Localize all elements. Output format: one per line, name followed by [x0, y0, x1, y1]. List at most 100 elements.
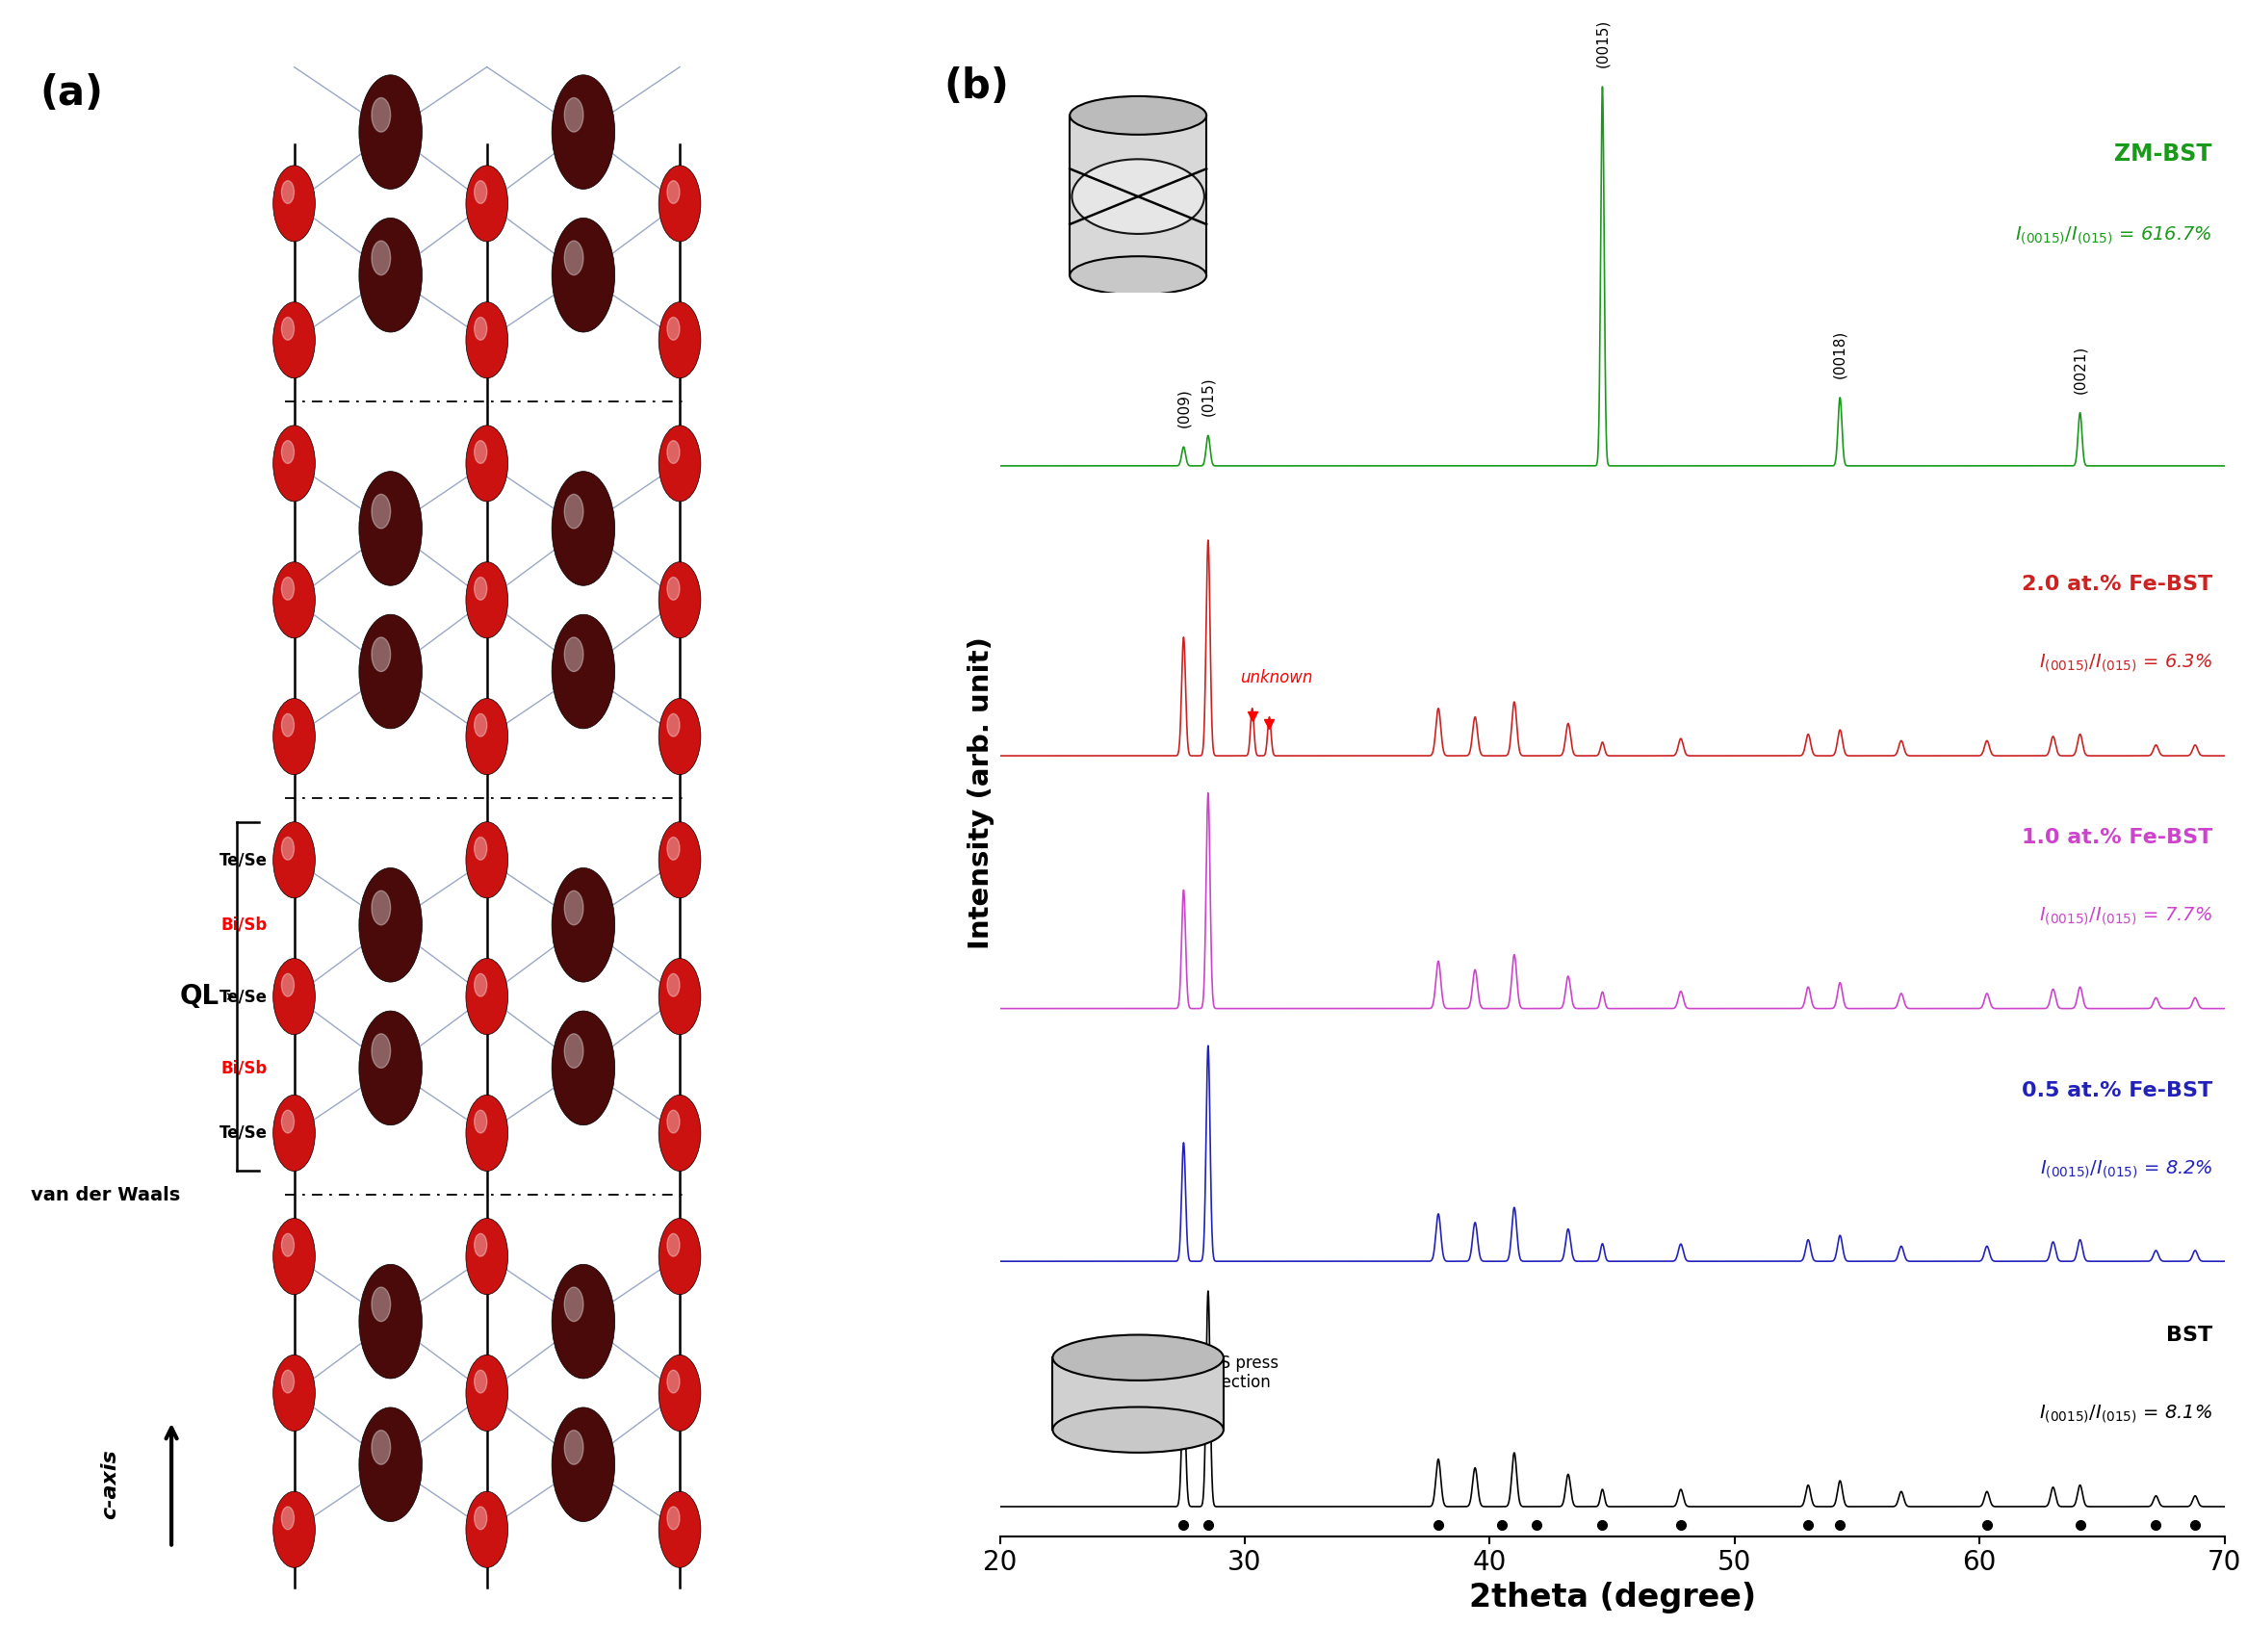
Circle shape — [360, 867, 422, 981]
FancyBboxPatch shape — [1070, 116, 1207, 276]
Circle shape — [667, 317, 679, 340]
Circle shape — [474, 1234, 488, 1257]
Circle shape — [474, 714, 488, 737]
Ellipse shape — [1052, 1408, 1225, 1452]
Circle shape — [360, 615, 422, 729]
Circle shape — [274, 958, 315, 1034]
Text: (0018): (0018) — [1834, 330, 1847, 378]
Circle shape — [371, 241, 391, 274]
Circle shape — [667, 973, 679, 996]
Circle shape — [281, 838, 294, 861]
Text: 0.5 at.% Fe-BST: 0.5 at.% Fe-BST — [2022, 1080, 2213, 1100]
Text: Bi/Sb: Bi/Sb — [222, 1059, 267, 1077]
Text: (a): (a) — [40, 73, 103, 112]
Circle shape — [564, 638, 584, 671]
Circle shape — [474, 180, 488, 203]
Circle shape — [553, 867, 616, 981]
Text: c-axis: c-axis — [101, 1449, 119, 1520]
Circle shape — [371, 890, 391, 925]
Circle shape — [474, 1370, 488, 1393]
Circle shape — [465, 1492, 508, 1568]
X-axis label: 2theta (degree): 2theta (degree) — [1470, 1581, 1755, 1612]
Circle shape — [474, 1110, 488, 1133]
Text: $I_{(0015)}/I_{(015)}$ = 7.7%: $I_{(0015)}/I_{(015)}$ = 7.7% — [2040, 905, 2213, 927]
Circle shape — [553, 471, 616, 585]
Text: (0021): (0021) — [2072, 345, 2087, 393]
Circle shape — [465, 1095, 508, 1171]
Circle shape — [474, 1507, 488, 1530]
Circle shape — [281, 1370, 294, 1393]
Text: (b): (b) — [944, 66, 1009, 106]
Circle shape — [553, 1264, 616, 1378]
Circle shape — [474, 441, 488, 464]
Circle shape — [667, 714, 679, 737]
Circle shape — [371, 97, 391, 132]
Text: unknown: unknown — [1240, 669, 1312, 686]
Circle shape — [281, 714, 294, 737]
Circle shape — [474, 317, 488, 340]
Circle shape — [564, 1287, 584, 1322]
Circle shape — [281, 1234, 294, 1257]
Text: BST: BST — [2166, 1327, 2213, 1345]
Text: $I_{(0015)}/I_{(015)}$ = 8.1%: $I_{(0015)}/I_{(015)}$ = 8.1% — [2040, 1404, 2213, 1426]
Circle shape — [667, 1507, 679, 1530]
Circle shape — [281, 317, 294, 340]
Text: ZM-BST: ZM-BST — [2114, 142, 2213, 165]
Circle shape — [281, 1507, 294, 1530]
Circle shape — [465, 1219, 508, 1295]
Circle shape — [274, 426, 315, 502]
Circle shape — [667, 838, 679, 861]
Text: Te/Se: Te/Se — [220, 1125, 267, 1142]
Circle shape — [371, 1034, 391, 1067]
Text: 1.0 at.% Fe-BST: 1.0 at.% Fe-BST — [2022, 828, 2213, 847]
Circle shape — [658, 165, 701, 241]
FancyBboxPatch shape — [1052, 1358, 1225, 1429]
Circle shape — [274, 165, 315, 241]
Text: Bi/Sb: Bi/Sb — [222, 917, 267, 933]
Circle shape — [274, 1355, 315, 1431]
Circle shape — [667, 1110, 679, 1133]
Circle shape — [281, 1110, 294, 1133]
Circle shape — [465, 562, 508, 638]
Circle shape — [465, 1355, 508, 1431]
Text: Te/Se: Te/Se — [220, 988, 267, 1004]
Circle shape — [274, 1492, 315, 1568]
Text: SPS press
direction: SPS press direction — [1200, 1355, 1279, 1391]
Text: 2.0 at.% Fe-BST: 2.0 at.% Fe-BST — [2022, 575, 2213, 595]
Circle shape — [474, 973, 488, 996]
Ellipse shape — [1072, 159, 1204, 235]
Circle shape — [465, 823, 508, 899]
Circle shape — [553, 74, 616, 188]
Circle shape — [658, 1355, 701, 1431]
Text: Te/Se: Te/Se — [220, 851, 267, 869]
Circle shape — [667, 1234, 679, 1257]
Circle shape — [274, 562, 315, 638]
Circle shape — [274, 1219, 315, 1295]
Circle shape — [360, 74, 422, 188]
Text: QL: QL — [180, 983, 220, 1009]
Ellipse shape — [1070, 256, 1207, 294]
Circle shape — [465, 165, 508, 241]
Circle shape — [553, 1011, 616, 1125]
Ellipse shape — [1052, 1335, 1225, 1381]
Circle shape — [465, 699, 508, 775]
Circle shape — [658, 562, 701, 638]
Circle shape — [553, 615, 616, 729]
Text: (015): (015) — [1200, 377, 1216, 416]
Circle shape — [274, 302, 315, 378]
Circle shape — [360, 1011, 422, 1125]
Circle shape — [281, 973, 294, 996]
Circle shape — [564, 97, 584, 132]
Circle shape — [474, 577, 488, 600]
Circle shape — [658, 958, 701, 1034]
Text: $I_{(0015)}/I_{(015)}$ = 6.3%: $I_{(0015)}/I_{(015)}$ = 6.3% — [2040, 653, 2213, 674]
Circle shape — [667, 1370, 679, 1393]
Circle shape — [564, 1034, 584, 1067]
Circle shape — [360, 1264, 422, 1378]
Circle shape — [371, 1431, 391, 1464]
Circle shape — [281, 577, 294, 600]
Circle shape — [564, 890, 584, 925]
Circle shape — [564, 241, 584, 274]
Circle shape — [564, 1431, 584, 1464]
Circle shape — [658, 426, 701, 502]
